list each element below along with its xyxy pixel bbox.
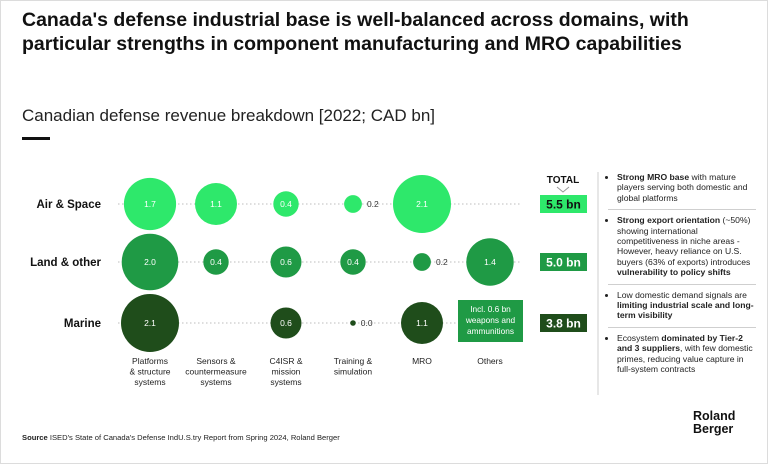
column-label: systems — [200, 377, 231, 387]
total-value-label: 3.8 bn — [546, 317, 581, 331]
column-label: Sensors & — [196, 356, 236, 366]
bubble — [123, 177, 177, 231]
others-note-text: weapons and — [465, 315, 516, 325]
column-label: C4ISR & — [269, 356, 302, 366]
bubble — [270, 307, 302, 339]
column-label: mission — [272, 367, 301, 377]
column-label: simulation — [334, 367, 373, 377]
bubble — [195, 183, 237, 225]
bubble — [413, 253, 431, 271]
total-value-label: 5.5 bn — [546, 198, 581, 212]
bubble-value-label: 0.6 — [280, 257, 292, 267]
total-value-label: 5.0 bn — [546, 256, 581, 270]
bubble — [203, 249, 229, 275]
column-label: MRO — [412, 356, 432, 366]
notes-panel: Strong MRO base with mature players serv… — [608, 172, 756, 381]
bubble — [393, 175, 451, 233]
bubble — [273, 191, 299, 217]
others-note-text: Incl. 0.6 bn — [470, 304, 511, 314]
column-label: Others — [477, 356, 503, 366]
bubble-value-label: 0.4 — [347, 257, 359, 267]
total-header: TOTAL — [547, 175, 579, 186]
others-note-text: ammunitions — [467, 326, 514, 336]
bubble — [344, 195, 362, 213]
bubble-value-label: 1.1 — [210, 199, 222, 209]
column-label: systems — [134, 377, 165, 387]
bubble — [466, 238, 514, 286]
column-label: Training & — [334, 356, 373, 366]
bubble-value-label: 2.1 — [144, 318, 156, 328]
note-1: Strong MRO base with mature players serv… — [608, 172, 756, 203]
bubble — [340, 249, 366, 275]
total-box — [540, 314, 587, 332]
note-2: Strong export orientation (~50%) showing… — [608, 209, 756, 277]
bubble — [270, 246, 302, 278]
chart-title: Canada's defense industrial base is well… — [22, 9, 689, 55]
title-rule — [22, 137, 50, 140]
total-chevron — [556, 186, 570, 193]
note-4: Ecosystem dominated by Tier-2 and 3 supp… — [608, 326, 756, 375]
column-label: Platforms — [132, 356, 168, 366]
bubble — [121, 233, 179, 291]
column-label: & structure — [129, 367, 170, 377]
row-label: Air & Space — [36, 199, 101, 211]
column-label: systems — [270, 377, 301, 387]
bubble-value-label: 0.6 — [280, 318, 292, 328]
source-note: Source ISED's State of Canada's Defense … — [22, 433, 340, 442]
bubble-value-label: 0.4 — [280, 199, 292, 209]
bubble-value-label: 2.1 — [416, 199, 428, 209]
others-note-box — [458, 300, 523, 342]
bubble-value-label: 0.0 — [361, 318, 373, 328]
row-label: Marine — [64, 318, 101, 330]
bubble — [350, 320, 356, 326]
bubble-value-label: 1.1 — [416, 318, 428, 328]
total-box — [540, 253, 587, 271]
bubble-value-label: 2.0 — [144, 257, 156, 267]
bubble-value-label: 1.7 — [144, 199, 156, 209]
bubble-value-label: 0.4 — [210, 257, 222, 267]
chart-subtitle: Canadian defense revenue breakdown [2022… — [22, 106, 436, 125]
note-3: Low domestic demand signals are limiting… — [608, 283, 756, 321]
bubble — [401, 302, 443, 344]
roland-berger-logo: Roland Berger — [693, 409, 736, 436]
column-label: countermeasure — [185, 367, 247, 377]
bubble-value-label: 0.2 — [367, 199, 379, 209]
total-box — [540, 195, 587, 213]
row-label: Land & other — [30, 257, 101, 269]
bubble-value-label: 0.2 — [436, 257, 448, 267]
bubble-value-label: 1.4 — [484, 257, 496, 267]
bubble — [121, 294, 179, 352]
